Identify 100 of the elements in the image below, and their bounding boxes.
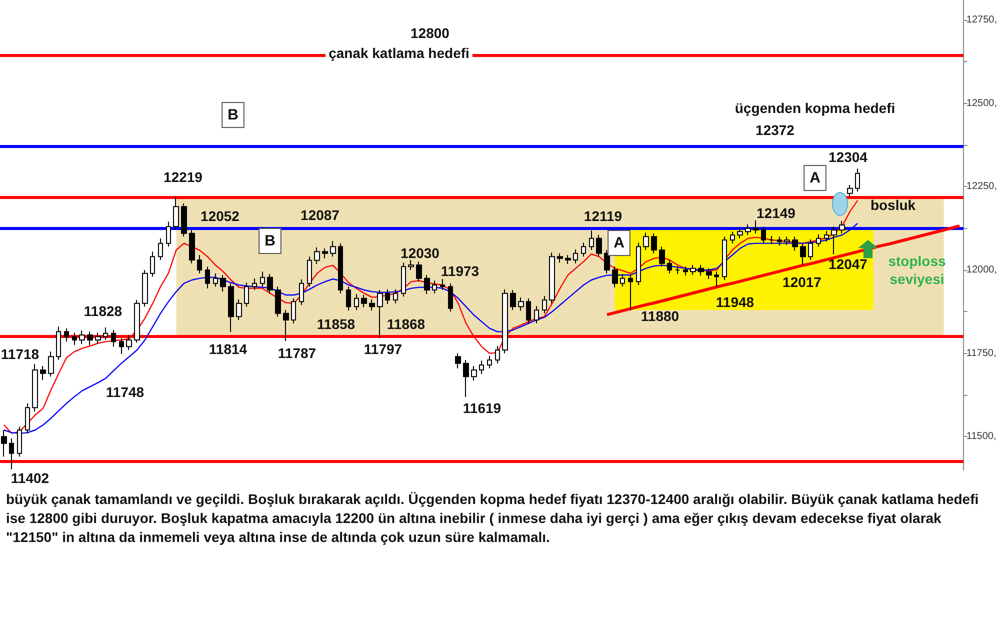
candlestick — [706, 268, 712, 280]
annotation: A — [614, 234, 625, 252]
candlestick — [737, 228, 743, 239]
candlestick — [126, 334, 132, 350]
candlestick — [56, 326, 61, 360]
candlestick — [142, 270, 148, 308]
candlestick — [361, 294, 367, 308]
candlestick — [589, 230, 594, 250]
candlestick — [40, 366, 46, 380]
candlestick — [48, 351, 54, 378]
candlestick — [831, 226, 837, 255]
candlestick — [1, 430, 7, 458]
candlestick — [283, 310, 289, 342]
candlestick — [683, 266, 688, 276]
candlestick — [698, 264, 704, 276]
candlestick — [385, 288, 390, 304]
candlestick — [307, 256, 312, 288]
text: 11402 — [10, 470, 50, 486]
text: büyük çanak tamamlandı ve geçildi. Boşluk bırakarak açıldı. Üçgenden kopma hedef fiyatı 12370-12400 aralığı olabilir. Büyük çanak katlama hedefi ise 12800 gibi duruyor. Boşluk kapatma amacıyla 12200 ün altına inebilir ( inmese daha iyi gerçi ) ama eğer çıkış devam edecekse fiyat olarak "12150" in altına da inmemeli veya altına inse de altında çok uzun süre kalmamalı. — [6, 490, 980, 547]
candlestick — [267, 274, 273, 294]
candlestick — [432, 280, 437, 294]
candlestick — [64, 328, 69, 342]
candlestick — [581, 242, 586, 258]
candlestick — [816, 234, 821, 248]
candlestick — [448, 282, 453, 312]
candlestick — [675, 266, 680, 274]
candlestick — [659, 246, 665, 268]
candlestick — [636, 242, 641, 286]
candlestick — [612, 266, 618, 288]
annotation: 12030 — [400, 245, 440, 261]
candlestick — [25, 402, 30, 434]
candlestick — [596, 234, 602, 258]
candlestick — [408, 260, 414, 270]
candlestick — [800, 242, 806, 265]
candlestick — [628, 274, 633, 310]
annotation: çanak katlama hedefi — [328, 45, 470, 61]
annotation: 11880 — [640, 308, 680, 324]
candlestick — [855, 168, 860, 192]
candlestick — [510, 290, 516, 310]
candlestick — [690, 264, 696, 276]
candlestick — [338, 242, 343, 294]
candlestick — [275, 286, 281, 318]
candlestick — [134, 300, 140, 344]
candlestick — [260, 271, 265, 288]
candlestick — [17, 426, 22, 458]
candlestick — [667, 260, 672, 274]
candlestick — [534, 306, 539, 324]
candlestick — [330, 240, 336, 258]
y-tick-label: 12250, — [966, 181, 998, 192]
annotation: 12119 — [584, 208, 622, 224]
candlestick — [95, 332, 101, 344]
candlestick — [769, 236, 774, 244]
annotation: 11948 — [716, 294, 754, 310]
candlestick — [745, 224, 751, 236]
candlestick — [573, 248, 578, 264]
annotation: 11619 — [462, 400, 502, 416]
candlestick — [369, 298, 375, 312]
y-tick-label: 11500, — [966, 431, 996, 442]
candlestick — [32, 364, 38, 412]
y-tick-label: 12750, — [966, 14, 998, 26]
candlestick — [440, 278, 445, 290]
candlestick — [604, 250, 610, 274]
annotation: 11748 — [106, 384, 144, 400]
annotation: 11973 — [440, 263, 480, 279]
annotation: 11828 — [84, 303, 122, 319]
candlestick — [72, 332, 77, 346]
candlestick — [197, 254, 202, 274]
candlestick — [495, 346, 500, 364]
y-tick-label: 12500, — [966, 98, 998, 109]
annotation: stoploss seviyesi — [888, 253, 946, 287]
annotation: 12052 — [200, 208, 240, 224]
y-tick-label: 12000, — [966, 264, 998, 276]
candlestick — [9, 438, 14, 470]
annotation: B — [228, 106, 239, 124]
candlestick — [761, 226, 766, 244]
annotation: bosluk — [870, 197, 916, 213]
annotation: 12800 — [410, 25, 450, 41]
annotation: B — [264, 232, 276, 250]
candlestick — [111, 330, 116, 348]
candlestick — [651, 232, 657, 254]
candlestick — [79, 330, 85, 344]
candlestick — [346, 286, 351, 312]
annotation: 11858 — [316, 316, 356, 332]
candlestick — [228, 282, 234, 332]
candlestick — [722, 236, 727, 280]
candlestick — [847, 184, 853, 198]
annotation: 12304 — [828, 149, 868, 165]
candlestick — [119, 338, 124, 354]
candlestick — [87, 331, 93, 346]
annotation: 12219 — [164, 169, 203, 185]
candlestick — [824, 230, 829, 242]
candlestick — [557, 252, 563, 264]
candlestick — [166, 221, 171, 248]
candlestick — [502, 288, 508, 354]
candlestick — [792, 236, 798, 252]
annotation: üçgenden kopma hedefi — [734, 100, 896, 116]
candlestick — [463, 360, 469, 398]
candlestick — [518, 296, 524, 312]
annotation: 11814 — [208, 341, 248, 357]
candlestick — [479, 360, 484, 374]
